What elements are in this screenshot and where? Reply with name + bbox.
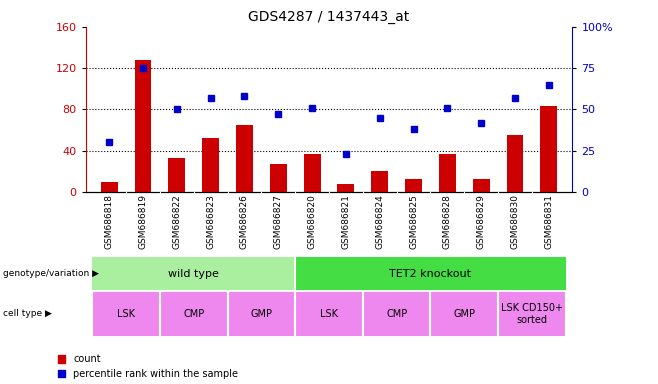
Text: genotype/variation ▶: genotype/variation ▶ <box>3 269 99 278</box>
Text: GDS4287 / 1437443_at: GDS4287 / 1437443_at <box>248 10 410 23</box>
Text: GSM686826: GSM686826 <box>240 194 249 249</box>
Text: LSK CD150+
sorted: LSK CD150+ sorted <box>501 303 563 325</box>
Bar <box>303 154 320 192</box>
Text: cell type ▶: cell type ▶ <box>3 310 52 318</box>
Legend: count, percentile rank within the sample: count, percentile rank within the sample <box>57 354 238 379</box>
Bar <box>338 184 355 192</box>
Bar <box>472 179 490 192</box>
Text: GSM686821: GSM686821 <box>342 194 351 249</box>
Text: GSM686831: GSM686831 <box>544 194 553 249</box>
Bar <box>295 292 363 336</box>
Text: GMP: GMP <box>251 309 272 319</box>
Text: GSM686827: GSM686827 <box>274 194 283 249</box>
Text: LSK: LSK <box>117 309 135 319</box>
Bar <box>371 171 388 192</box>
Bar <box>135 60 151 192</box>
Bar <box>405 179 422 192</box>
Text: GSM686828: GSM686828 <box>443 194 452 249</box>
Bar <box>160 292 228 336</box>
Text: GSM686824: GSM686824 <box>375 194 384 249</box>
Bar <box>430 292 498 336</box>
Text: GSM686830: GSM686830 <box>511 194 519 249</box>
Bar <box>363 292 430 336</box>
Text: GSM686818: GSM686818 <box>105 194 114 249</box>
Bar <box>92 292 160 336</box>
Bar <box>228 292 295 336</box>
Text: LSK: LSK <box>320 309 338 319</box>
Bar <box>236 125 253 192</box>
Bar <box>101 182 118 192</box>
Text: GMP: GMP <box>453 309 475 319</box>
Text: GSM686819: GSM686819 <box>139 194 147 249</box>
Text: GSM686822: GSM686822 <box>172 194 182 249</box>
Bar <box>92 257 295 290</box>
Bar <box>270 164 287 192</box>
Text: CMP: CMP <box>386 309 407 319</box>
Text: GSM686825: GSM686825 <box>409 194 418 249</box>
Text: CMP: CMP <box>183 309 205 319</box>
Text: TET2 knockout: TET2 knockout <box>390 268 471 279</box>
Text: GSM686823: GSM686823 <box>206 194 215 249</box>
Bar <box>202 138 219 192</box>
Bar <box>507 135 523 192</box>
Bar <box>439 154 456 192</box>
Bar <box>168 158 186 192</box>
Text: wild type: wild type <box>168 268 219 279</box>
Bar <box>540 106 557 192</box>
Text: GSM686829: GSM686829 <box>476 194 486 249</box>
Text: GSM686820: GSM686820 <box>307 194 316 249</box>
Bar <box>295 257 566 290</box>
Bar <box>498 292 566 336</box>
